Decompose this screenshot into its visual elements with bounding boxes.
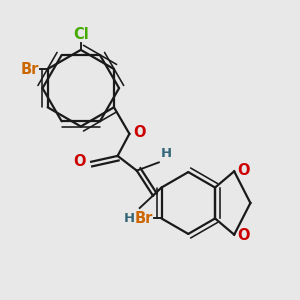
Text: O: O xyxy=(237,228,250,243)
Text: O: O xyxy=(73,154,86,169)
Text: Cl: Cl xyxy=(73,27,89,42)
Text: H: H xyxy=(124,212,135,225)
Text: O: O xyxy=(237,163,250,178)
Text: Br: Br xyxy=(21,61,39,76)
Text: O: O xyxy=(133,125,146,140)
Text: H: H xyxy=(160,147,171,160)
Text: Br: Br xyxy=(135,211,153,226)
